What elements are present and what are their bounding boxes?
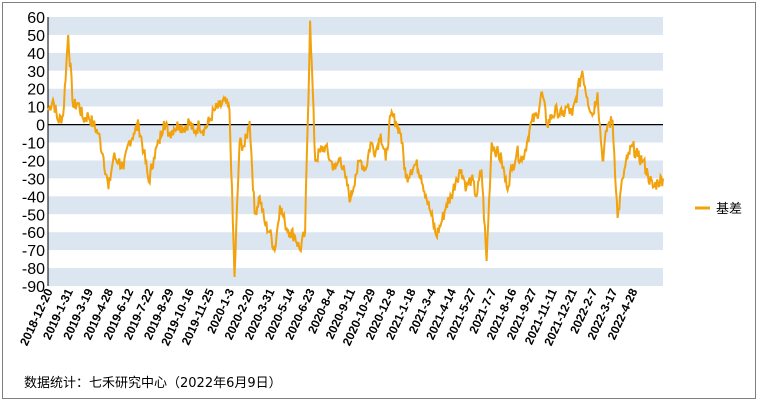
y-tick-label: 60 bbox=[27, 10, 45, 27]
y-tick-label: -30 bbox=[22, 171, 45, 188]
grid-band bbox=[48, 17, 663, 35]
grid-band bbox=[48, 142, 663, 161]
legend: 基差 bbox=[695, 201, 742, 216]
grid-band bbox=[48, 88, 663, 107]
y-tick-label: -20 bbox=[22, 153, 45, 170]
grid-band bbox=[48, 70, 663, 89]
grid-band bbox=[48, 250, 663, 269]
grid-band bbox=[48, 34, 663, 53]
y-tick-label: 0 bbox=[36, 118, 45, 135]
grid-band bbox=[48, 268, 663, 286]
y-tick-label: 20 bbox=[27, 82, 45, 99]
y-tick-label: 30 bbox=[27, 64, 45, 81]
y-tick-label: 40 bbox=[27, 46, 45, 63]
grid-bands bbox=[48, 17, 663, 286]
y-tick-label: -60 bbox=[22, 225, 45, 242]
y-tick-label: -40 bbox=[22, 189, 45, 206]
grid-band bbox=[48, 232, 663, 251]
y-tick-label: -90 bbox=[22, 279, 45, 296]
grid-band bbox=[48, 196, 663, 215]
grid-band bbox=[48, 214, 663, 233]
grid-band bbox=[48, 124, 663, 143]
source-note: 数据统计：七禾研究中心（2022年6月9日） bbox=[24, 376, 282, 391]
grid-band bbox=[48, 106, 663, 125]
grid-band bbox=[48, 52, 663, 71]
x-axis-ticks: 2018-12-202019-1-312019-3-192019-4-28201… bbox=[17, 286, 641, 348]
y-tick-label: 50 bbox=[27, 28, 45, 45]
series-line-jicha bbox=[47, 20, 664, 278]
y-tick-label: 10 bbox=[27, 100, 45, 117]
y-tick-label: -80 bbox=[22, 261, 45, 278]
y-tick-label: -10 bbox=[22, 136, 45, 153]
legend-label: 基差 bbox=[716, 201, 742, 216]
y-tick-label: -70 bbox=[22, 243, 45, 260]
y-tick-label: -50 bbox=[22, 207, 45, 224]
